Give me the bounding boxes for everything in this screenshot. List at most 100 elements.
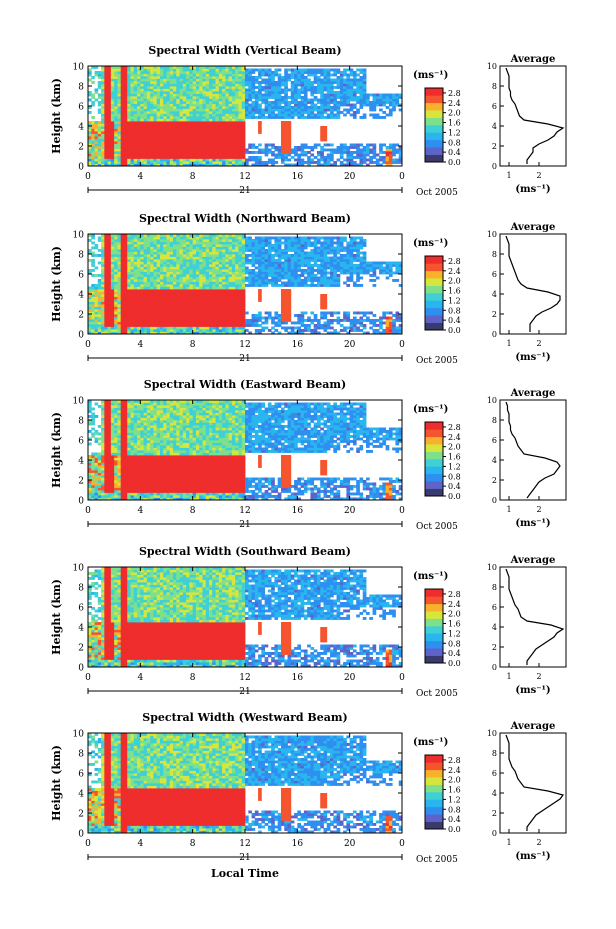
heatmap-cell bbox=[88, 111, 92, 114]
heatmap-cell bbox=[160, 156, 164, 159]
heatmap-cell bbox=[170, 322, 174, 325]
heatmap-cell bbox=[163, 244, 167, 247]
heatmap-cell bbox=[124, 119, 128, 122]
heatmap-cell bbox=[121, 151, 125, 154]
heatmap-cell bbox=[248, 104, 252, 107]
heatmap-cell bbox=[353, 91, 357, 94]
heatmap-cell bbox=[386, 159, 390, 162]
heatmap-cell bbox=[271, 146, 275, 149]
heatmap-cell bbox=[219, 129, 223, 132]
heatmap-cell bbox=[291, 69, 295, 72]
heatmap-cell bbox=[222, 154, 226, 157]
heatmap-cell bbox=[317, 81, 321, 84]
heatmap-cell bbox=[134, 119, 138, 122]
heatmap-cell bbox=[167, 99, 171, 102]
heatmap-cell bbox=[134, 269, 138, 272]
heatmap-cell bbox=[268, 159, 272, 162]
heatmap-cell bbox=[163, 161, 167, 164]
heatmap-cell bbox=[225, 129, 229, 132]
heatmap-cell bbox=[284, 96, 288, 99]
heatmap-cell bbox=[150, 284, 154, 287]
heatmap-cell bbox=[356, 84, 360, 87]
heatmap-cell bbox=[232, 94, 236, 97]
heatmap-cell bbox=[170, 262, 174, 265]
heatmap-cell bbox=[330, 144, 334, 147]
heatmap-cell bbox=[307, 81, 311, 84]
heatmap-cell bbox=[238, 109, 242, 112]
heatmap-cell bbox=[160, 144, 164, 147]
heatmap-cell bbox=[137, 79, 141, 82]
heatmap-cell bbox=[160, 94, 164, 97]
heatmap-cell bbox=[278, 111, 282, 114]
heatmap-cell bbox=[137, 289, 141, 292]
heatmap-cell bbox=[238, 79, 242, 82]
heatmap-cell bbox=[216, 111, 220, 114]
heatmap-cell bbox=[389, 161, 393, 164]
heatmap-cell bbox=[284, 81, 288, 84]
heatmap-cell bbox=[134, 319, 138, 322]
heatmap-cell bbox=[121, 289, 125, 292]
heatmap-cell bbox=[278, 99, 282, 102]
heatmap-cell bbox=[193, 247, 197, 250]
heatmap-cell bbox=[245, 89, 249, 92]
heatmap-cell bbox=[337, 69, 341, 72]
heatmap-cell bbox=[291, 86, 295, 89]
heatmap-cell bbox=[150, 71, 154, 74]
heatmap-cell bbox=[124, 329, 128, 332]
heatmap-cell bbox=[317, 79, 321, 82]
heatmap-cell bbox=[314, 144, 318, 147]
heatmap-cell bbox=[134, 131, 138, 134]
heatmap-cell bbox=[206, 81, 210, 84]
heatmap-cell bbox=[216, 114, 220, 117]
heatmap-cell bbox=[268, 81, 272, 84]
heatmap-cell bbox=[369, 101, 373, 104]
heatmap-cell bbox=[170, 307, 174, 310]
heatmap-cell bbox=[108, 124, 112, 127]
heatmap-cell bbox=[134, 312, 138, 315]
heatmap-cell bbox=[304, 99, 308, 102]
heatmap-cell bbox=[186, 322, 190, 325]
heatmap-cell bbox=[180, 156, 184, 159]
heatmap-cell bbox=[252, 96, 256, 99]
heatmap-cell bbox=[307, 111, 311, 114]
heatmap-cell bbox=[167, 264, 171, 267]
heatmap-cell bbox=[389, 111, 393, 114]
heatmap-cell bbox=[131, 106, 135, 109]
heatmap-cell bbox=[101, 279, 105, 282]
heatmap-cell bbox=[173, 252, 177, 255]
heatmap-cell bbox=[180, 317, 184, 320]
heatmap-cell bbox=[131, 294, 135, 297]
heatmap-cell bbox=[101, 252, 105, 255]
heatmap-cell bbox=[153, 156, 157, 159]
heatmap-cell bbox=[297, 91, 301, 94]
heatmap-cell bbox=[176, 124, 180, 127]
heatmap-cell bbox=[95, 141, 99, 144]
heatmap-cell bbox=[147, 91, 151, 94]
heatmap-cell bbox=[245, 149, 249, 152]
x-tick-label: 8 bbox=[190, 172, 196, 182]
heatmap-cell bbox=[366, 104, 370, 107]
heatmap-cell bbox=[307, 116, 311, 119]
heatmap-cell bbox=[98, 297, 102, 300]
heatmap-cell bbox=[284, 116, 288, 119]
heatmap-cell bbox=[180, 307, 184, 310]
heatmap-cell bbox=[301, 144, 305, 147]
heatmap-cell bbox=[127, 282, 131, 285]
heatmap-cell bbox=[144, 129, 148, 132]
heatmap-cell bbox=[124, 254, 128, 257]
heatmap-cell bbox=[104, 79, 108, 82]
heatmap-cell bbox=[261, 86, 265, 89]
heatmap-cell bbox=[327, 161, 331, 164]
heatmap-cell bbox=[238, 71, 242, 74]
heatmap-cell bbox=[193, 154, 197, 157]
heatmap-cell bbox=[163, 262, 167, 265]
heatmap-cell bbox=[301, 114, 305, 117]
heatmap-cell bbox=[101, 136, 105, 139]
heatmap-cell bbox=[245, 104, 249, 107]
heatmap-cell bbox=[91, 269, 95, 272]
heatmap-cell bbox=[95, 74, 99, 77]
heatmap-cell bbox=[219, 111, 223, 114]
heatmap-cell bbox=[121, 81, 125, 84]
heatmap-cell bbox=[163, 297, 167, 300]
heatmap-cell bbox=[127, 329, 131, 332]
